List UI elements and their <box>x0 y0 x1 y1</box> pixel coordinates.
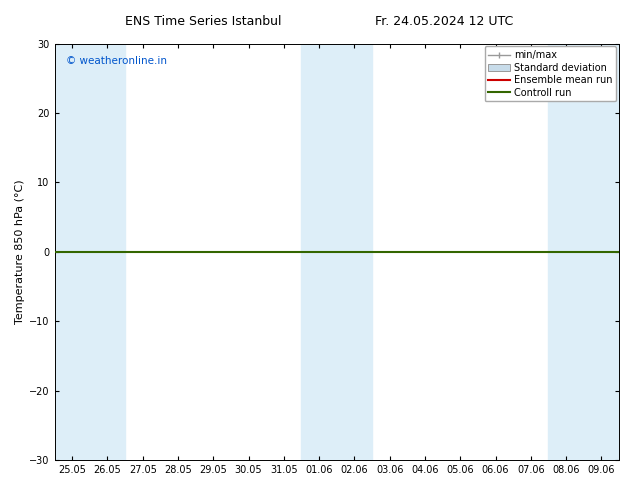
Bar <box>584 44 619 460</box>
Bar <box>337 44 372 460</box>
Text: ENS Time Series Istanbul: ENS Time Series Istanbul <box>125 15 281 28</box>
Y-axis label: Temperature 850 hPa (°C): Temperature 850 hPa (°C) <box>15 179 25 324</box>
Bar <box>548 44 584 460</box>
Text: © weatheronline.in: © weatheronline.in <box>66 56 167 66</box>
Bar <box>302 44 337 460</box>
Legend: min/max, Standard deviation, Ensemble mean run, Controll run: min/max, Standard deviation, Ensemble me… <box>484 47 616 101</box>
Bar <box>90 44 125 460</box>
Bar <box>55 44 90 460</box>
Text: Fr. 24.05.2024 12 UTC: Fr. 24.05.2024 12 UTC <box>375 15 513 28</box>
